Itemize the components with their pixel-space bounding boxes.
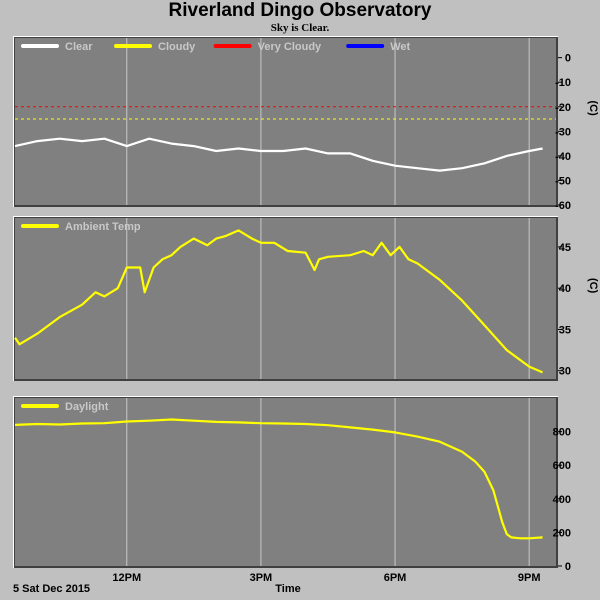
- x-tick-label: 12PM: [112, 572, 141, 584]
- ambient-temp-legend-swatch: [21, 224, 59, 228]
- x-tick-label: 3PM: [250, 572, 273, 584]
- sky-status-subtitle: Sky is Clear.: [270, 22, 330, 34]
- date-label: 5 Sat Dec 2015: [13, 583, 91, 595]
- daylight-series-line: [14, 418, 543, 540]
- daylight-panel: 800 600 400 200 0 Daylight: [13, 396, 571, 573]
- sky-temp-legend-label: Very Cloudy: [258, 41, 322, 53]
- chart-title: Riverland Dingo Observatory: [168, 0, 432, 21]
- sky-temp-legend-label: Cloudy: [158, 41, 196, 53]
- sky-temp-legend-swatch: [213, 44, 252, 48]
- sky-temp-y-tick-label: -20: [555, 102, 571, 114]
- sky-temp-legend-swatch: [114, 44, 152, 48]
- daylight-legend-swatch: [21, 404, 59, 408]
- daylight-y-tick-label: 600: [553, 460, 571, 472]
- ambient-temp-unit-label: (C): [587, 278, 599, 294]
- sky-temp-y-tick-label: -50: [555, 175, 571, 187]
- ambient-temp-y-tick-label: 45: [559, 242, 571, 254]
- sky-temp-legend-label: Clear: [65, 41, 93, 53]
- sky-temp-y-tick-label: 0: [565, 53, 571, 65]
- daylight-y-tick-label: 400: [553, 494, 571, 506]
- ambient-temp-legend-label: Ambient Temp: [65, 221, 141, 233]
- daylight-plot-area: [15, 398, 556, 566]
- x-tick-label: 6PM: [384, 572, 407, 584]
- daylight-legend-label: Daylight: [65, 401, 109, 413]
- sky-temp-legend-label: Wet: [390, 41, 410, 53]
- daylight-y-tick-label: 800: [553, 427, 571, 439]
- sky-temp-plot-area: [15, 38, 556, 205]
- sky-temp-series-line: [14, 137, 543, 172]
- ambient-temp-plot-area: [15, 218, 556, 379]
- sky-temp-y-tick-label: -30: [555, 126, 571, 138]
- sky-temp-panel: 0 -10 -20 -30 -40 -50 -60 (C) Clear Cloudy Very Cl…: [13, 36, 599, 212]
- sky-temp-y-tick-label: -40: [555, 151, 571, 163]
- sky-temp-unit-label: (C): [587, 100, 599, 116]
- ambient-temp-panel: 45 40 35 30 (C) Ambient Temp: [13, 216, 599, 381]
- ambient-temp-series-line: [14, 229, 544, 374]
- sky-temp-legend-swatch: [346, 44, 385, 48]
- daylight-y-tick-label: 0: [565, 561, 571, 573]
- sky-temp-y-tick-label: -60: [555, 200, 571, 212]
- x-axis-label: Time: [275, 583, 301, 595]
- daylight-y-tick-label: 200: [553, 527, 571, 539]
- ambient-temp-y-tick-label: 35: [559, 324, 571, 336]
- sky-temp-y-tick-label: -10: [555, 77, 571, 89]
- x-tick-label: 9PM: [518, 572, 541, 584]
- ambient-temp-y-tick-label: 40: [559, 283, 571, 295]
- ambient-temp-y-tick-label: 30: [559, 366, 571, 378]
- sky-temp-legend-swatch: [21, 44, 59, 48]
